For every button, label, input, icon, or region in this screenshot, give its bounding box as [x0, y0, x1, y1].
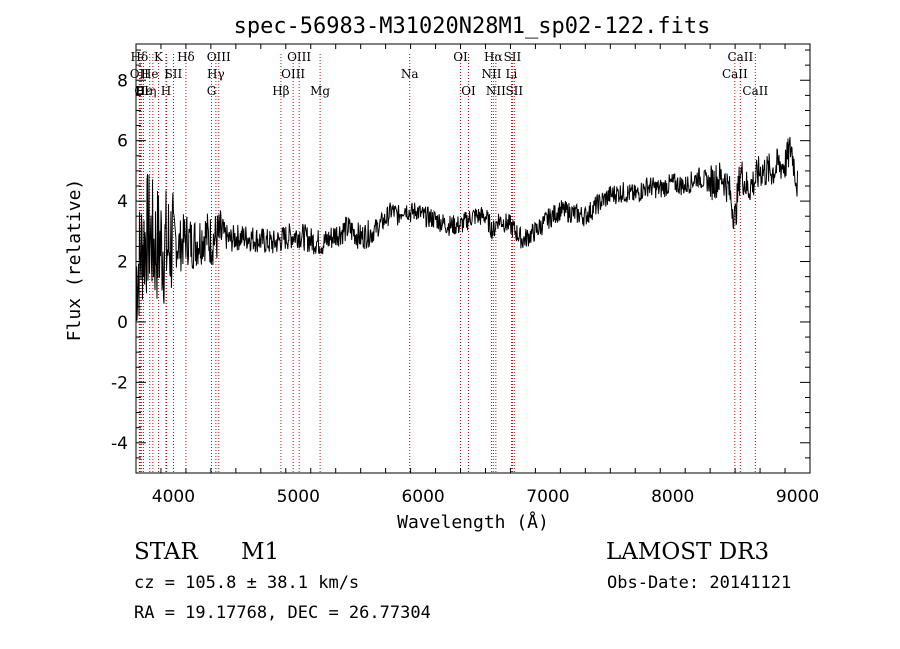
y-tick-label: 0	[117, 313, 128, 333]
line-label: OIII	[281, 67, 305, 81]
line-label: OI	[134, 84, 149, 98]
y-tick-label: 8	[117, 71, 128, 91]
object-subclass: M1	[241, 539, 280, 565]
line-label: SII	[504, 50, 522, 64]
line-label: OI	[461, 84, 476, 98]
line-label: SII	[165, 67, 183, 81]
y-tick-label: 4	[117, 192, 128, 212]
line-label: Hα	[484, 50, 503, 64]
y-tick-label: -2	[111, 373, 128, 393]
y-axis-ticks: -4 -2 0 2 4 6 8	[111, 49, 810, 474]
y-axis-label: Flux (relative)	[64, 179, 85, 342]
line-label: SII	[505, 84, 523, 98]
line-label: CaII	[727, 50, 753, 64]
chart-title: spec-56983-M31020N28M1_sp02-122.fits	[234, 14, 711, 39]
x-tick-label: 9000	[776, 487, 819, 507]
line-label: OIII	[207, 50, 231, 64]
plot-frame	[135, 43, 811, 474]
object-class: STAR	[134, 539, 198, 565]
line-label: CaII	[722, 67, 748, 81]
x-tick-label: 4000	[152, 487, 195, 507]
x-tick-label: 8000	[651, 487, 694, 507]
line-label: OI	[453, 50, 468, 64]
line-label: OIII	[287, 50, 311, 64]
line-label: Mg	[310, 84, 330, 98]
velocity-readout: cz = 105.8 ± 38.1 km/s	[134, 573, 360, 593]
x-tick-label: 5000	[277, 487, 320, 507]
line-label: NII	[481, 67, 501, 81]
y-tick-label: 2	[117, 253, 128, 273]
line-label: I	[164, 67, 169, 81]
y-tick-label: 6	[117, 132, 128, 152]
spectrum-series-line	[135, 136, 798, 321]
survey-name: LAMOST DR3	[606, 539, 770, 565]
line-label: Hγ	[207, 67, 225, 81]
x-tick-label: 6000	[401, 487, 444, 507]
line-label: η	[149, 84, 156, 98]
line-label: Li	[506, 67, 518, 81]
x-tick-label: 7000	[526, 487, 569, 507]
y-tick-label: -4	[111, 434, 128, 454]
line-label: OII	[130, 67, 150, 81]
emission-line-markers	[138, 54, 756, 473]
x-axis-ticks: 4000 5000 6000 7000 8000 9000	[135, 44, 819, 507]
line-label: CaII	[742, 84, 768, 98]
line-label: K	[154, 50, 164, 64]
line-label: He	[141, 67, 159, 81]
line-label: NII	[486, 84, 506, 98]
obs-date: Obs-Date: 20141121	[607, 573, 792, 593]
line-label: Hβ	[272, 84, 289, 98]
line-label: Na	[401, 67, 419, 81]
line-label: Hε	[135, 84, 152, 98]
x-axis-label: Wavelength (Å)	[397, 511, 549, 533]
line-label: 8	[137, 84, 145, 98]
line-label: G	[207, 84, 217, 98]
coordinates: RA = 19.17768, DEC = 26.77304	[134, 603, 431, 623]
line-label: H	[161, 84, 171, 98]
line-label: Hδ	[177, 50, 195, 64]
line-label: Hδ	[131, 50, 149, 64]
